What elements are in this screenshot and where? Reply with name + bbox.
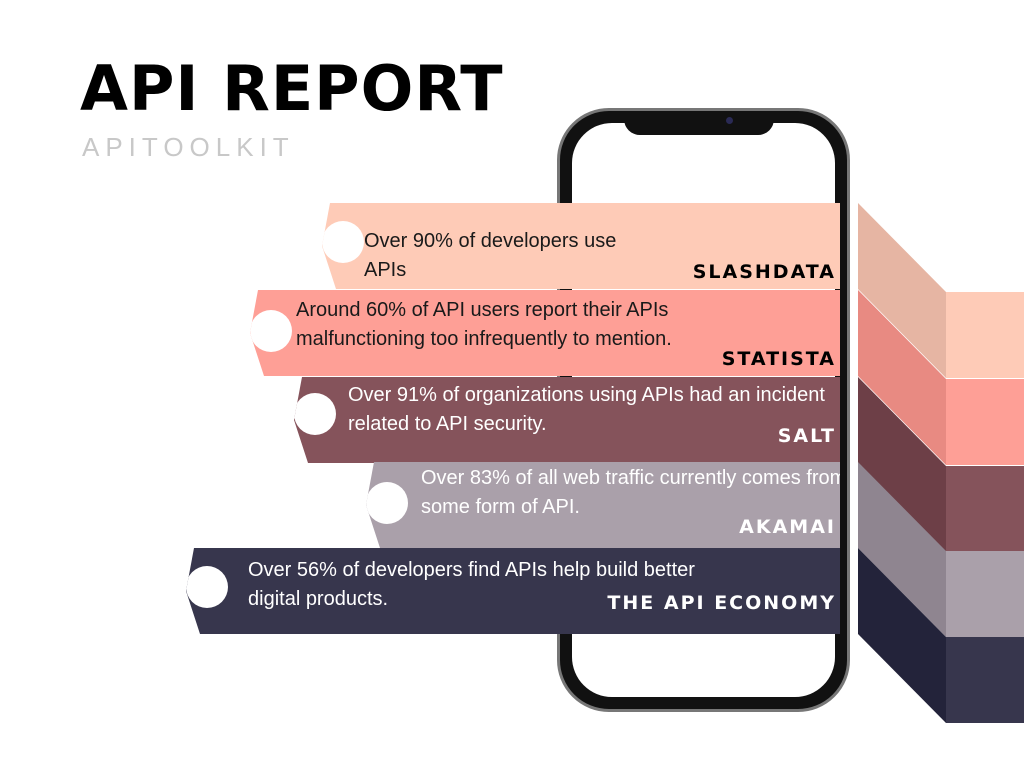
bullet-circle — [186, 566, 228, 608]
stat-source: STATISTA — [721, 348, 836, 370]
stat-text: Over 83% of all web traffic currently co… — [421, 467, 847, 518]
stat-text: Over 56% of developers find APIs help bu… — [248, 559, 695, 610]
stat-text: Over 90% of developers use APIs — [364, 230, 617, 281]
stat-text: Over 91% of organizations using APIs had… — [348, 384, 825, 435]
stat-source: THE API ECONOMY — [607, 592, 836, 614]
stat-band: Over 90% of developers use APIs SLASHDAT… — [322, 203, 840, 289]
side-face — [858, 462, 946, 637]
stat-band: Over 83% of all web traffic currently co… — [366, 462, 840, 548]
phone-notch — [624, 111, 774, 135]
stat-source: AKAMAI — [739, 516, 836, 538]
front-block — [946, 637, 1024, 723]
camera-icon — [726, 117, 733, 124]
side-face — [858, 548, 946, 723]
bullet-circle — [322, 221, 364, 263]
bullet-circle — [294, 393, 336, 435]
bullet-circle — [366, 482, 408, 524]
bullet-circle — [250, 310, 292, 352]
stat-band: Around 60% of API users report their API… — [250, 290, 840, 376]
stat-band: Over 56% of developers find APIs help bu… — [186, 548, 840, 634]
stat-text: Around 60% of API users report their API… — [296, 299, 672, 350]
side-face — [858, 377, 946, 552]
front-block — [946, 379, 1024, 465]
page-title: API REPORT — [80, 52, 504, 125]
stat-source: SALT — [777, 425, 836, 447]
front-block — [946, 292, 1024, 378]
side-face — [858, 290, 946, 465]
side-face — [858, 203, 946, 378]
stat-band: Over 91% of organizations using APIs had… — [294, 377, 840, 463]
front-block — [946, 551, 1024, 637]
brand-name: APITOOLKIT — [82, 132, 295, 162]
front-block — [946, 466, 1024, 552]
stat-source: SLASHDATA — [692, 261, 836, 283]
